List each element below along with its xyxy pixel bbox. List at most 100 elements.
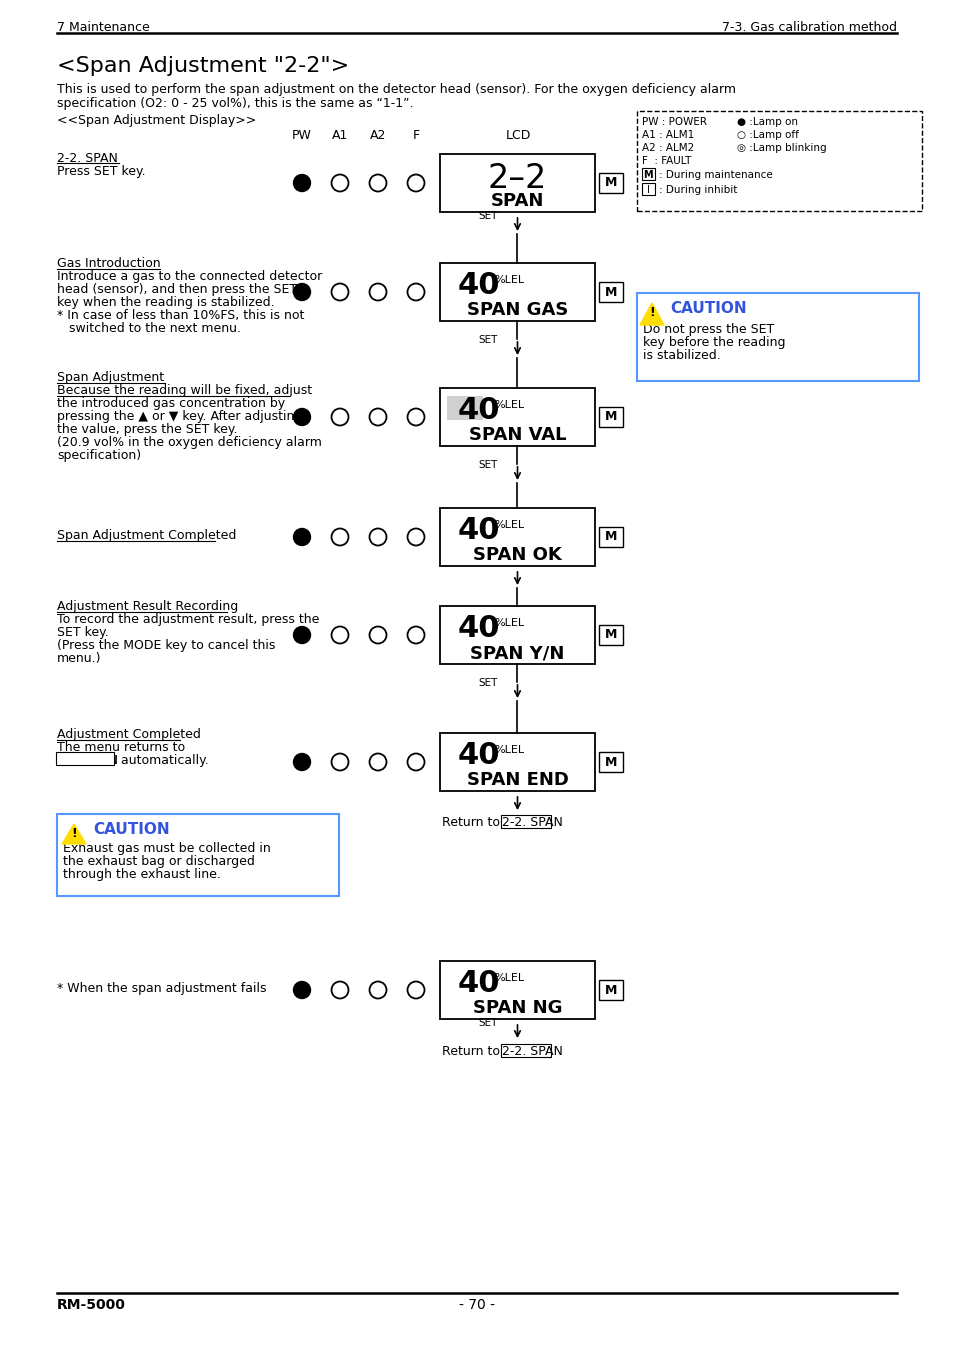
Text: To record the adjustment result, press the: To record the adjustment result, press t… <box>57 613 319 626</box>
Bar <box>637 293 918 381</box>
Bar <box>439 388 595 446</box>
Text: Gas Introduction: Gas Introduction <box>57 257 160 270</box>
Text: 2-2. SPAN: 2-2. SPAN <box>57 754 118 767</box>
Bar <box>439 734 595 790</box>
Text: M: M <box>604 755 617 769</box>
Bar <box>439 154 595 212</box>
Text: A2 : ALM2: A2 : ALM2 <box>641 143 694 153</box>
Text: ◎ :Lamp blinking: ◎ :Lamp blinking <box>737 143 825 153</box>
Circle shape <box>294 981 310 998</box>
Text: M: M <box>604 531 617 543</box>
Text: the introduced gas concentration by: the introduced gas concentration by <box>57 397 285 409</box>
Text: !: ! <box>648 305 654 319</box>
Bar <box>598 407 622 427</box>
Text: Introduce a gas to the connected detector: Introduce a gas to the connected detecto… <box>57 270 322 282</box>
Text: Span Adjustment Completed: Span Adjustment Completed <box>57 530 236 542</box>
Bar <box>598 527 622 547</box>
Text: SET: SET <box>477 678 497 688</box>
Text: %LEL: %LEL <box>494 973 523 984</box>
Text: Return to: Return to <box>442 816 504 830</box>
Text: SPAN GAS: SPAN GAS <box>466 301 568 319</box>
Text: ● :Lamp on: ● :Lamp on <box>737 118 797 127</box>
Text: ○ :Lamp off: ○ :Lamp off <box>737 130 798 141</box>
Text: F  : FAULT: F : FAULT <box>641 155 691 166</box>
Text: * When the span adjustment fails: * When the span adjustment fails <box>57 982 266 994</box>
Bar <box>439 263 595 322</box>
Text: SET: SET <box>477 335 497 345</box>
Text: SPAN NG: SPAN NG <box>473 998 561 1017</box>
Text: 2-2. SPAN: 2-2. SPAN <box>57 153 118 165</box>
Text: !: ! <box>71 827 77 840</box>
Text: (Press the MODE key to cancel this: (Press the MODE key to cancel this <box>57 639 275 653</box>
Circle shape <box>294 174 310 192</box>
Text: key when the reading is stabilized.: key when the reading is stabilized. <box>57 296 274 309</box>
Text: M: M <box>642 170 652 180</box>
Text: SPAN OK: SPAN OK <box>473 546 561 563</box>
Bar <box>447 396 482 420</box>
Circle shape <box>294 284 310 300</box>
Text: %LEL: %LEL <box>494 400 523 409</box>
Text: 2–2: 2–2 <box>487 162 547 195</box>
Bar <box>598 626 622 644</box>
Bar <box>598 282 622 303</box>
Text: SET: SET <box>477 211 497 222</box>
Text: key before the reading: key before the reading <box>642 336 784 349</box>
Text: M: M <box>604 628 617 642</box>
Text: (20.9 vol% in the oxygen deficiency alarm: (20.9 vol% in the oxygen deficiency alar… <box>57 436 321 449</box>
Text: %LEL: %LEL <box>494 744 523 755</box>
Text: specification (O2: 0 - 25 vol%), this is the same as “1-1”.: specification (O2: 0 - 25 vol%), this is… <box>57 97 413 109</box>
Text: Adjustment Result Recording: Adjustment Result Recording <box>57 600 238 613</box>
Text: 7-3. Gas calibration method: 7-3. Gas calibration method <box>721 22 896 34</box>
Text: The menu returns to: The menu returns to <box>57 740 185 754</box>
Text: F: F <box>412 128 419 142</box>
Text: SET: SET <box>477 459 497 470</box>
Text: 2-2. SPAN: 2-2. SPAN <box>502 1046 563 1058</box>
Text: 40: 40 <box>457 272 500 300</box>
Text: head (sensor), and then press the SET: head (sensor), and then press the SET <box>57 282 296 296</box>
Text: Because the reading will be fixed, adjust: Because the reading will be fixed, adjus… <box>57 384 312 397</box>
Bar <box>439 607 595 663</box>
Text: %LEL: %LEL <box>494 276 523 285</box>
Text: <<Span Adjustment Display>>: <<Span Adjustment Display>> <box>57 113 256 127</box>
Circle shape <box>294 754 310 770</box>
Text: Press SET key.: Press SET key. <box>57 165 146 178</box>
Text: This is used to perform the span adjustment on the detector head (sensor). For t: This is used to perform the span adjustm… <box>57 82 735 96</box>
Text: 40: 40 <box>457 969 500 998</box>
Text: SET: SET <box>477 1019 497 1028</box>
Text: : During maintenance: : During maintenance <box>659 170 772 180</box>
Text: 2-2. SPAN: 2-2. SPAN <box>502 816 563 830</box>
Text: the value, press the SET key.: the value, press the SET key. <box>57 423 237 436</box>
Text: 2-2. SPAN: 2-2. SPAN <box>57 754 118 767</box>
Text: Exhaust gas must be collected in: Exhaust gas must be collected in <box>63 842 271 855</box>
Circle shape <box>294 408 310 426</box>
Text: %LEL: %LEL <box>494 617 523 628</box>
Text: specification): specification) <box>57 449 141 462</box>
Text: SPAN END: SPAN END <box>466 771 568 789</box>
Text: PW : POWER: PW : POWER <box>641 118 706 127</box>
Text: A2: A2 <box>370 128 386 142</box>
Circle shape <box>294 627 310 643</box>
Text: A1 : ALM1: A1 : ALM1 <box>641 130 694 141</box>
Bar <box>439 508 595 566</box>
Text: PW: PW <box>292 128 312 142</box>
Text: M: M <box>604 177 617 189</box>
Text: I: I <box>646 185 649 195</box>
Text: SPAN: SPAN <box>490 192 543 209</box>
Text: 40: 40 <box>457 516 500 544</box>
Text: CAUTION: CAUTION <box>92 821 170 838</box>
Text: 40: 40 <box>457 613 500 643</box>
Bar <box>501 1044 551 1056</box>
Text: RM-5000: RM-5000 <box>57 1298 126 1312</box>
Text: M: M <box>604 984 617 997</box>
Text: Adjustment Completed: Adjustment Completed <box>57 728 201 740</box>
Text: : During inhibit: : During inhibit <box>659 185 737 195</box>
Text: M: M <box>604 285 617 299</box>
Text: Do not press the SET: Do not press the SET <box>642 323 774 336</box>
Bar <box>637 111 921 211</box>
Text: Return to: Return to <box>442 1046 504 1058</box>
Bar <box>598 173 622 193</box>
Bar <box>641 168 655 180</box>
Text: Span Adjustment: Span Adjustment <box>57 372 164 384</box>
Text: the exhaust bag or discharged: the exhaust bag or discharged <box>63 855 254 867</box>
Bar <box>641 182 655 195</box>
